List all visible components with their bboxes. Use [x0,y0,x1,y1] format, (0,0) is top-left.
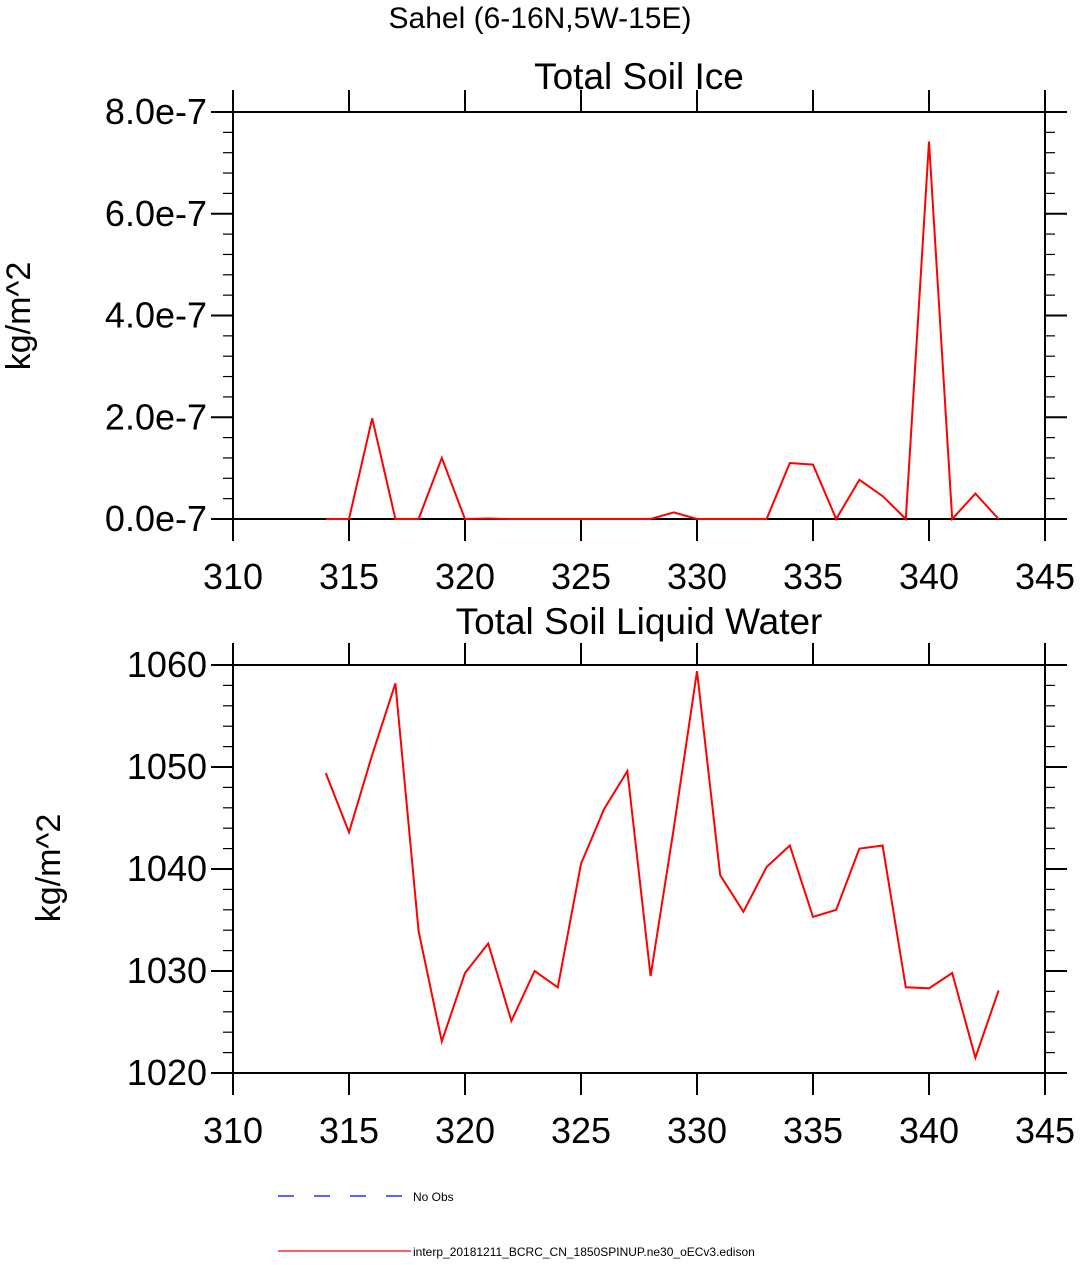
y-tick-label: 1040 [127,848,207,889]
panel-title: Total Soil Ice [534,56,744,97]
series-line [325,141,1000,522]
x-tick-label: 325 [551,1110,611,1151]
x-tick-label: 330 [667,556,727,597]
series-lines [324,670,1000,1062]
x-tick-label: 330 [667,1110,727,1151]
series-lines [325,141,1000,522]
x-tick-label: 345 [1015,556,1075,597]
x-tick-label: 310 [203,556,263,597]
x-tick-label: 320 [435,556,495,597]
legend: No Obs interp_20181211_BCRC_CN_1850SPINU… [278,1190,755,1259]
panel-title: Total Soil Liquid Water [456,601,823,642]
panel-total-soil-liquid-water: Total Soil Liquid Water kg/m^2 310 315 320… [30,601,1075,1151]
x-tick-label: 345 [1015,1110,1075,1151]
plot-frame [232,111,1046,520]
y-axis-label: kg/m^2 [0,262,38,371]
legend-model-label: interp_20181211_BCRC_CN_1850SPINUP.ne30_… [413,1245,755,1259]
x-tick-label: 320 [435,1110,495,1151]
y-tick-label: 8.0e-7 [105,91,207,132]
legend-obs-label: No Obs [413,1190,454,1204]
x-tick-label: 315 [319,1110,379,1151]
y-tick-label: 2.0e-7 [105,396,207,437]
tick-labels: 310 315 320 325 330 335 340 345 1020 1030 1040 1050… [127,644,1075,1151]
x-tick-label: 315 [319,556,379,597]
x-tick-label: 335 [783,556,843,597]
y-tick-label: 1030 [127,950,207,991]
series-line [324,670,1000,1062]
y-tick-label: 4.0e-7 [105,295,207,336]
x-tick-label: 335 [783,1110,843,1151]
ticks [211,90,1067,541]
x-tick-label: 340 [899,1110,959,1151]
y-tick-label: 6.0e-7 [105,193,207,234]
main-title: Sahel (6-16N,5W-15E) [389,2,692,35]
panel-total-soil-ice: Total Soil Ice kg/m^2 310 315 320 325 330 335… [0,56,1075,597]
y-tick-label: 1050 [127,746,207,787]
y-tick-label: 1060 [127,644,207,685]
y-axis-label: kg/m^2 [30,814,68,923]
tick-labels: 310 315 320 325 330 335 340 345 0.0e-7 2.0e-7 4.0e… [105,91,1075,597]
x-tick-label: 340 [899,556,959,597]
x-tick-label: 310 [203,1110,263,1151]
y-tick-label: 1020 [127,1052,207,1093]
x-tick-label: 325 [551,556,611,597]
y-tick-label: 0.0e-7 [105,498,207,539]
ticks [211,643,1067,1095]
